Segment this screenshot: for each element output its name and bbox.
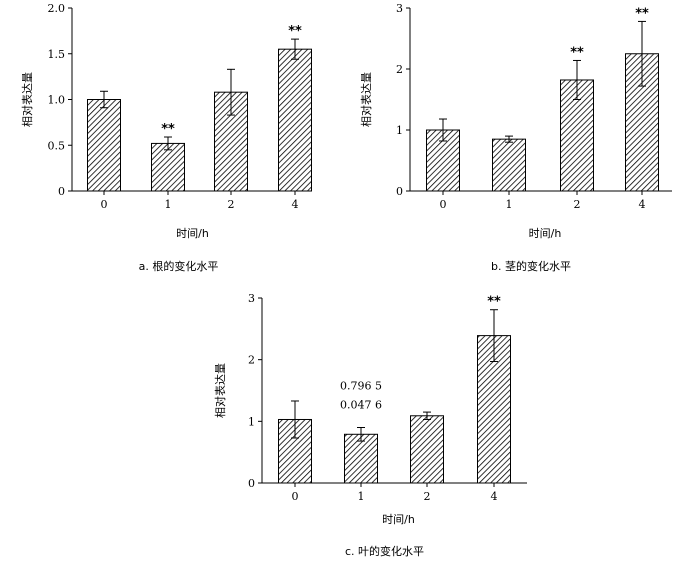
y-tick-label: 2 bbox=[396, 63, 403, 76]
y-tick-label: 0 bbox=[396, 185, 403, 198]
x-tick-label: 4 bbox=[292, 198, 299, 211]
bar-1h bbox=[151, 142, 185, 192]
bar-4h bbox=[625, 53, 659, 192]
y-tick-label: 3 bbox=[248, 292, 255, 305]
significance-marker: ** bbox=[487, 295, 501, 310]
x-axis-label: 时间/h bbox=[176, 227, 209, 240]
significance-marker: ** bbox=[161, 122, 175, 137]
y-axis-label: 相对表达量 bbox=[213, 363, 227, 418]
x-tick-label: 4 bbox=[491, 490, 498, 503]
y-tick-label: 0.5 bbox=[48, 139, 66, 152]
bar-1h bbox=[492, 138, 526, 192]
y-axis-label: 相对表达量 bbox=[359, 72, 373, 127]
x-tick-label: 4 bbox=[639, 198, 646, 211]
y-tick-label: 2 bbox=[248, 354, 255, 367]
x-tick-label: 2 bbox=[424, 490, 431, 503]
y-tick-label: 3 bbox=[396, 2, 403, 15]
x-axis-label: 时间/h bbox=[382, 513, 415, 526]
x-tick-label: 2 bbox=[574, 198, 581, 211]
bar-4h bbox=[278, 48, 312, 192]
y-tick-label: 0 bbox=[58, 185, 65, 198]
y-axis-label: 相对表达量 bbox=[20, 72, 34, 127]
y-tick-label: 1 bbox=[396, 124, 403, 137]
bar-0h bbox=[87, 99, 121, 192]
significance-marker: ** bbox=[635, 6, 649, 21]
y-tick-label: 1 bbox=[248, 415, 255, 428]
y-tick-label: 1.0 bbox=[48, 94, 66, 107]
x-tick-label: 2 bbox=[228, 198, 235, 211]
significance-marker: ** bbox=[570, 45, 584, 60]
chart-caption: b. 茎的变化水平 bbox=[491, 259, 571, 273]
significance-marker: ** bbox=[288, 24, 302, 39]
x-tick-label: 0 bbox=[292, 490, 299, 503]
x-axis-label: 时间/h bbox=[529, 227, 562, 240]
x-tick-label: 0 bbox=[101, 198, 108, 211]
y-tick-label: 1.5 bbox=[48, 48, 66, 61]
x-tick-label: 1 bbox=[506, 198, 513, 211]
x-tick-label: 1 bbox=[358, 490, 365, 503]
chart-caption: a. 根的变化水平 bbox=[139, 259, 219, 273]
y-tick-label: 2.0 bbox=[48, 2, 66, 15]
bar-1h bbox=[344, 433, 378, 484]
bar-2h bbox=[410, 415, 444, 484]
chart-caption: c. 叶的变化水平 bbox=[345, 544, 424, 558]
x-tick-label: 1 bbox=[165, 198, 172, 211]
x-tick-label: 0 bbox=[440, 198, 447, 211]
y-tick-label: 0 bbox=[248, 477, 255, 490]
value-annotation: 0.796 5 bbox=[340, 380, 382, 393]
value-annotation: 0.047 6 bbox=[340, 399, 382, 412]
